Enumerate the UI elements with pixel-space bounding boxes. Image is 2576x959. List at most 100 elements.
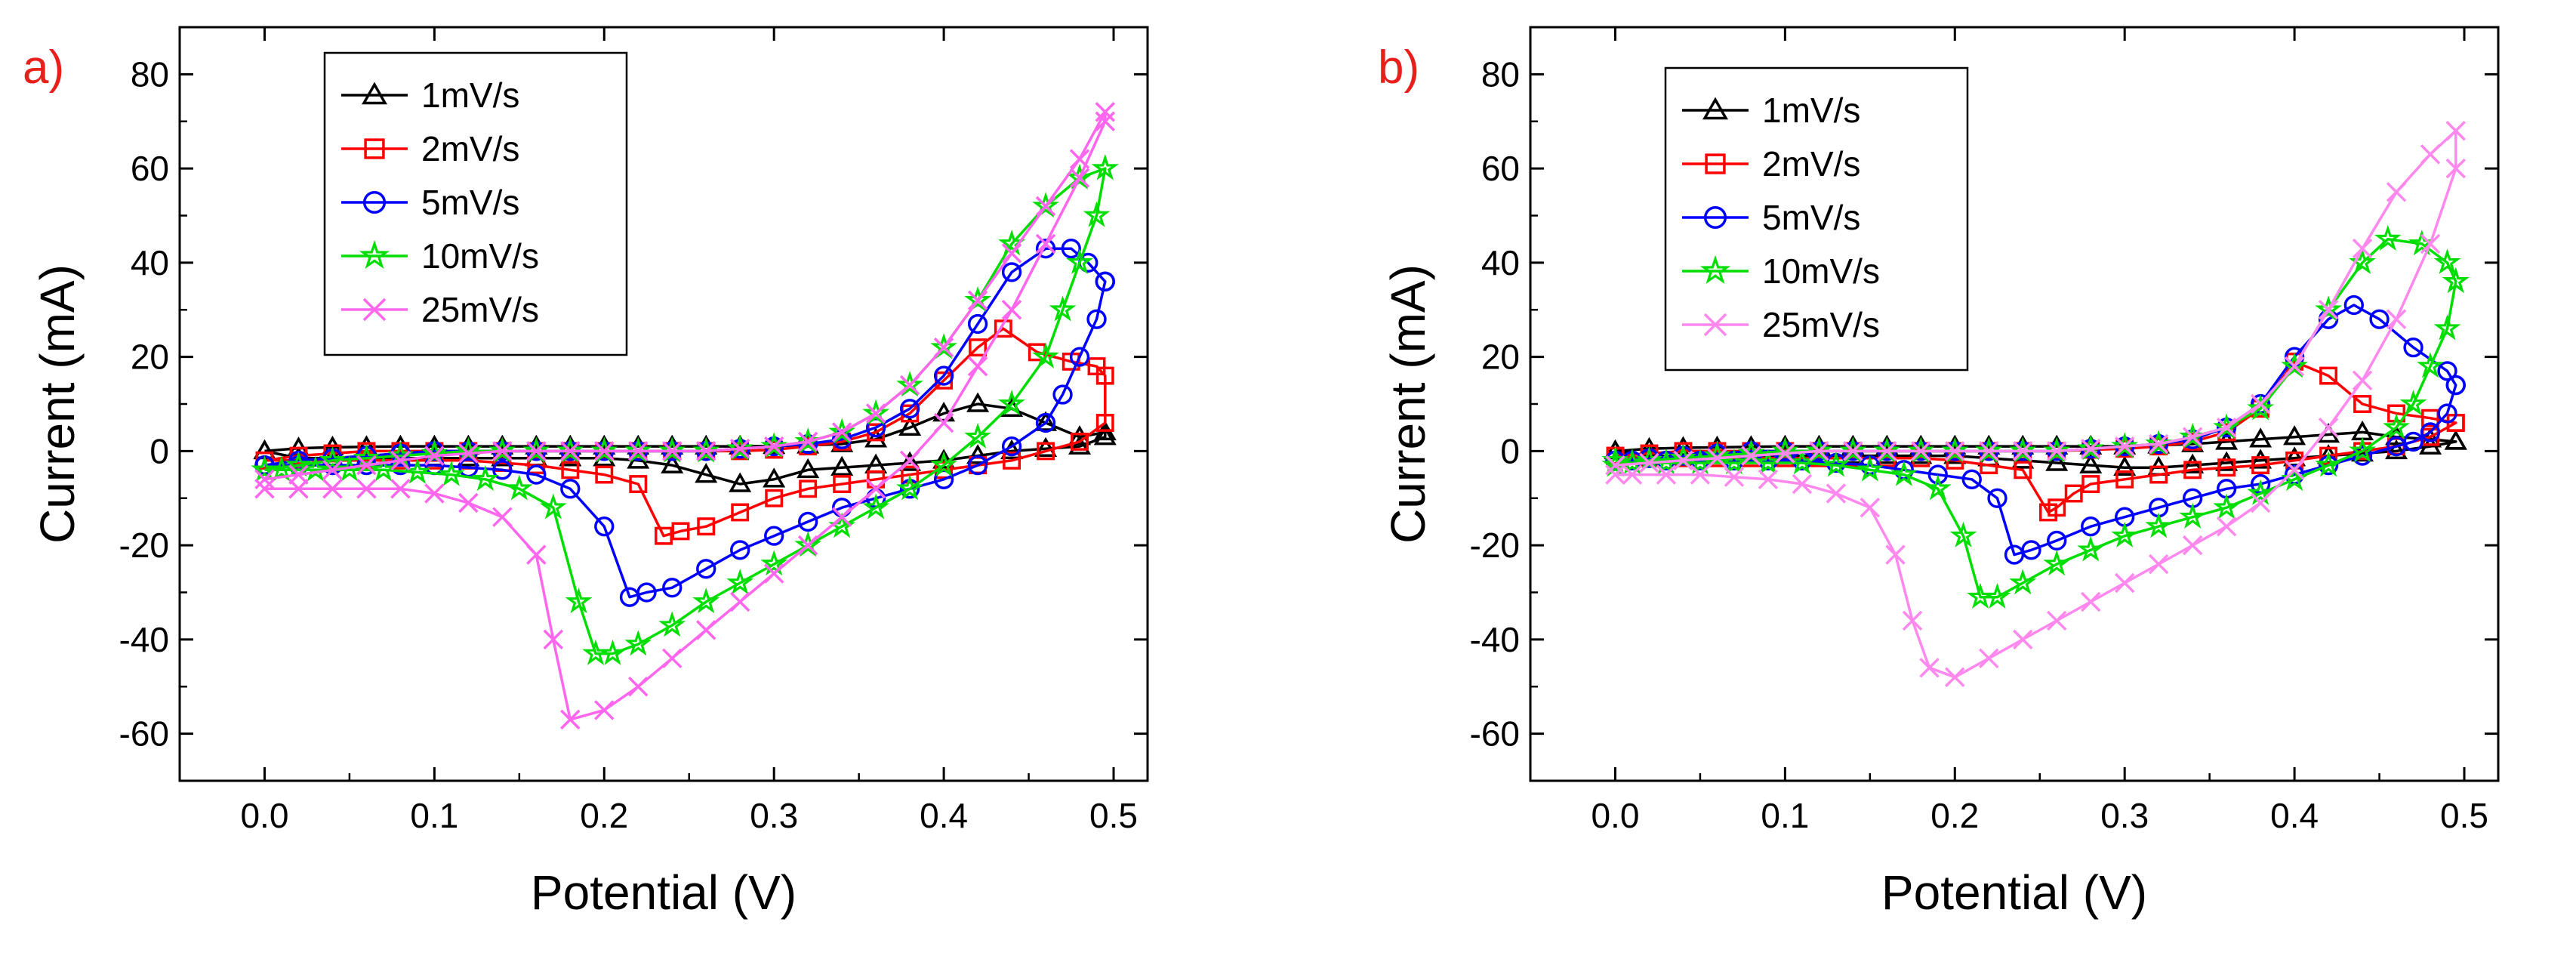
legend-marker <box>362 298 387 322</box>
data-point <box>1071 432 1089 451</box>
data-point <box>1068 434 1092 455</box>
data-point <box>2417 352 2444 378</box>
x-axis-title: Potential (V) <box>1881 865 2147 920</box>
data-point <box>2444 430 2467 450</box>
series-line <box>264 402 1107 486</box>
data-point <box>2374 224 2402 251</box>
legend-label: 10mV/s <box>421 236 539 276</box>
data-point <box>2046 610 2067 631</box>
data-point <box>1945 667 1965 688</box>
data-point <box>2433 314 2461 341</box>
data-point <box>2079 453 2103 473</box>
x-tick-label: 0.2 <box>580 796 628 835</box>
data-point <box>830 455 854 476</box>
legend: 1mV/s 2mV/s 5mV/s 10mV/s 25mV/s <box>323 51 628 356</box>
data-point <box>1945 441 1965 461</box>
data-point <box>594 700 615 720</box>
data-point <box>797 458 820 479</box>
data-point <box>2064 484 2083 503</box>
data-point <box>798 511 818 532</box>
data-point <box>994 319 1012 338</box>
data-point <box>799 480 818 498</box>
data-point <box>2445 375 2466 396</box>
data-point <box>2437 403 2457 424</box>
series-1mV/s <box>253 392 1117 492</box>
data-point <box>2182 427 2203 447</box>
legend-marker <box>359 239 390 270</box>
data-point <box>1066 248 1094 275</box>
panel-a: a) 0.0 0.1 0.2 0.3 0.4 0.5 -60 -40 -20 0 20 40 60 80 Po… <box>23 26 1149 920</box>
data-point <box>1035 196 1056 217</box>
data-point <box>2315 451 2342 477</box>
legend-label: 10mV/s <box>1762 251 1880 291</box>
data-point <box>662 648 683 669</box>
data-point <box>1638 436 1661 458</box>
y-tick-label: 0 <box>149 431 169 470</box>
data-point <box>628 677 649 697</box>
data-point <box>2383 413 2410 439</box>
data-point <box>1034 411 1058 431</box>
legend-label: 2mV/s <box>421 129 519 168</box>
series-line <box>1615 129 2457 679</box>
data-point <box>2009 436 2037 463</box>
data-point <box>896 371 923 397</box>
series-25mV/s <box>1605 120 2467 688</box>
data-point <box>2408 230 2436 256</box>
data-point <box>763 436 784 457</box>
data-point <box>2387 404 2406 423</box>
data-point <box>1724 467 1745 487</box>
data-point <box>2369 309 2390 329</box>
data-point <box>1639 452 1659 473</box>
data-point <box>2318 417 2339 438</box>
data-point <box>492 507 513 527</box>
data-point <box>671 522 690 541</box>
data-point <box>1673 450 1693 471</box>
data-point <box>1856 455 1884 482</box>
data-point <box>833 475 852 493</box>
data-point <box>2046 441 2067 461</box>
y-tick-label: -40 <box>119 620 169 659</box>
data-point <box>2403 338 2423 358</box>
y-tick-label: 40 <box>131 243 169 282</box>
data-point <box>2111 521 2139 547</box>
data-point <box>2114 572 2135 594</box>
legend-label: 1mV/s <box>1762 91 1860 130</box>
data-point <box>794 531 822 557</box>
data-point <box>2216 516 2237 537</box>
data-point <box>1967 582 1994 609</box>
data-point <box>2148 433 2169 455</box>
data-point <box>2421 409 2439 427</box>
data-point <box>2437 361 2457 381</box>
x-tick-label: 0.0 <box>240 796 288 835</box>
data-point <box>760 550 788 576</box>
data-point <box>2043 550 2071 576</box>
data-point <box>2114 436 2135 457</box>
data-point <box>2111 432 2139 458</box>
x-tick-label: 0.5 <box>2440 796 2488 835</box>
data-point <box>356 455 377 476</box>
y-axis-title: Current (mA) <box>30 264 85 544</box>
data-point <box>730 540 750 560</box>
legend-item: 10mV/s <box>341 236 539 276</box>
data-point <box>729 439 750 459</box>
data-point <box>288 479 309 499</box>
data-point <box>561 461 580 480</box>
data-point <box>1755 449 1782 475</box>
data-point <box>899 450 920 471</box>
data-point <box>2281 352 2308 378</box>
data-point <box>2250 492 2271 513</box>
data-point <box>662 578 683 598</box>
x-tick-label: 0.5 <box>1089 796 1138 835</box>
data-point <box>692 436 720 463</box>
data-point <box>2247 479 2274 505</box>
data-point <box>1902 610 1923 631</box>
data-point <box>1873 436 1901 463</box>
data-point <box>1001 262 1022 282</box>
data-point <box>1066 163 1093 190</box>
data-point <box>2319 366 2338 385</box>
data-point <box>661 453 684 473</box>
data-point <box>1601 451 1629 477</box>
data-point <box>864 427 888 448</box>
x-tick-label: 0.0 <box>1591 796 1639 835</box>
data-point <box>2080 439 2101 459</box>
